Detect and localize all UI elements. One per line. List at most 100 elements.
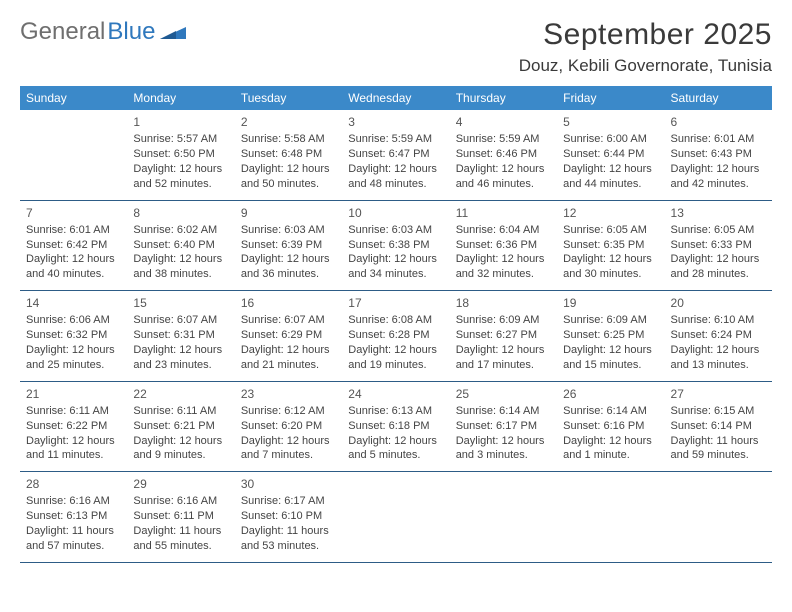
weekday-header: Tuesday <box>235 86 342 110</box>
day-sunset: Sunset: 6:22 PM <box>26 419 121 434</box>
day-daylight: Daylight: 12 hours and 13 minutes. <box>671 343 766 373</box>
title-block: September 2025 Douz, Kebili Governorate,… <box>519 18 772 76</box>
day-sunset: Sunset: 6:10 PM <box>241 509 336 524</box>
day-sunset: Sunset: 6:50 PM <box>133 147 228 162</box>
day-sunrise: Sunrise: 6:16 AM <box>26 494 121 509</box>
day-daylight: Daylight: 12 hours and 7 minutes. <box>241 434 336 464</box>
day-daylight: Daylight: 12 hours and 40 minutes. <box>26 252 121 282</box>
day-sunrise: Sunrise: 6:08 AM <box>348 313 443 328</box>
day-number: 27 <box>671 386 766 402</box>
day-sunset: Sunset: 6:44 PM <box>563 147 658 162</box>
weekday-header: Wednesday <box>342 86 449 110</box>
day-cell: 22Sunrise: 6:11 AMSunset: 6:21 PMDayligh… <box>127 382 234 472</box>
day-sunset: Sunset: 6:42 PM <box>26 238 121 253</box>
day-daylight: Daylight: 12 hours and 9 minutes. <box>133 434 228 464</box>
day-cell <box>557 472 664 562</box>
day-daylight: Daylight: 12 hours and 34 minutes. <box>348 252 443 282</box>
day-sunrise: Sunrise: 6:05 AM <box>563 223 658 238</box>
day-cell: 18Sunrise: 6:09 AMSunset: 6:27 PMDayligh… <box>450 291 557 381</box>
day-sunset: Sunset: 6:35 PM <box>563 238 658 253</box>
day-number: 9 <box>241 205 336 221</box>
weekday-header: Saturday <box>665 86 772 110</box>
day-number: 5 <box>563 114 658 130</box>
day-daylight: Daylight: 12 hours and 38 minutes. <box>133 252 228 282</box>
weekday-header: Friday <box>557 86 664 110</box>
day-sunset: Sunset: 6:11 PM <box>133 509 228 524</box>
week-row: 7Sunrise: 6:01 AMSunset: 6:42 PMDaylight… <box>20 201 772 292</box>
day-sunrise: Sunrise: 5:57 AM <box>133 132 228 147</box>
day-cell: 9Sunrise: 6:03 AMSunset: 6:39 PMDaylight… <box>235 201 342 291</box>
day-cell: 2Sunrise: 5:58 AMSunset: 6:48 PMDaylight… <box>235 110 342 200</box>
day-sunrise: Sunrise: 6:12 AM <box>241 404 336 419</box>
week-row: 1Sunrise: 5:57 AMSunset: 6:50 PMDaylight… <box>20 110 772 201</box>
day-sunrise: Sunrise: 6:07 AM <box>133 313 228 328</box>
day-number: 16 <box>241 295 336 311</box>
day-sunrise: Sunrise: 6:03 AM <box>241 223 336 238</box>
day-number: 4 <box>456 114 551 130</box>
day-daylight: Daylight: 12 hours and 17 minutes. <box>456 343 551 373</box>
day-number: 12 <box>563 205 658 221</box>
day-cell: 24Sunrise: 6:13 AMSunset: 6:18 PMDayligh… <box>342 382 449 472</box>
logo: GeneralBlue <box>20 18 186 46</box>
day-cell <box>450 472 557 562</box>
day-number: 20 <box>671 295 766 311</box>
day-sunrise: Sunrise: 6:04 AM <box>456 223 551 238</box>
day-sunset: Sunset: 6:47 PM <box>348 147 443 162</box>
day-number: 17 <box>348 295 443 311</box>
day-sunset: Sunset: 6:16 PM <box>563 419 658 434</box>
day-sunrise: Sunrise: 6:14 AM <box>456 404 551 419</box>
day-sunrise: Sunrise: 6:00 AM <box>563 132 658 147</box>
day-cell <box>342 472 449 562</box>
day-cell: 10Sunrise: 6:03 AMSunset: 6:38 PMDayligh… <box>342 201 449 291</box>
day-cell: 16Sunrise: 6:07 AMSunset: 6:29 PMDayligh… <box>235 291 342 381</box>
day-cell: 29Sunrise: 6:16 AMSunset: 6:11 PMDayligh… <box>127 472 234 562</box>
day-sunset: Sunset: 6:31 PM <box>133 328 228 343</box>
day-number: 23 <box>241 386 336 402</box>
day-sunset: Sunset: 6:33 PM <box>671 238 766 253</box>
day-number: 25 <box>456 386 551 402</box>
day-number: 3 <box>348 114 443 130</box>
day-sunrise: Sunrise: 6:14 AM <box>563 404 658 419</box>
day-daylight: Daylight: 12 hours and 15 minutes. <box>563 343 658 373</box>
day-number: 28 <box>26 476 121 492</box>
day-number: 15 <box>133 295 228 311</box>
day-sunset: Sunset: 6:18 PM <box>348 419 443 434</box>
day-cell: 14Sunrise: 6:06 AMSunset: 6:32 PMDayligh… <box>20 291 127 381</box>
day-number: 30 <box>241 476 336 492</box>
day-sunrise: Sunrise: 6:11 AM <box>26 404 121 419</box>
day-cell: 12Sunrise: 6:05 AMSunset: 6:35 PMDayligh… <box>557 201 664 291</box>
day-sunset: Sunset: 6:14 PM <box>671 419 766 434</box>
day-cell: 20Sunrise: 6:10 AMSunset: 6:24 PMDayligh… <box>665 291 772 381</box>
calendar: Sunday Monday Tuesday Wednesday Thursday… <box>20 86 772 563</box>
day-sunrise: Sunrise: 5:59 AM <box>456 132 551 147</box>
day-sunset: Sunset: 6:21 PM <box>133 419 228 434</box>
day-cell: 17Sunrise: 6:08 AMSunset: 6:28 PMDayligh… <box>342 291 449 381</box>
day-cell: 13Sunrise: 6:05 AMSunset: 6:33 PMDayligh… <box>665 201 772 291</box>
day-sunrise: Sunrise: 6:15 AM <box>671 404 766 419</box>
day-number: 24 <box>348 386 443 402</box>
day-sunrise: Sunrise: 6:03 AM <box>348 223 443 238</box>
day-cell <box>665 472 772 562</box>
day-sunrise: Sunrise: 6:17 AM <box>241 494 336 509</box>
weekday-header: Monday <box>127 86 234 110</box>
day-cell: 5 Sunrise: 6:00 AMSunset: 6:44 PMDaylight… <box>557 110 664 200</box>
weekday-header-row: Sunday Monday Tuesday Wednesday Thursday… <box>20 86 772 110</box>
day-sunset: Sunset: 6:36 PM <box>456 238 551 253</box>
day-cell: 28Sunrise: 6:16 AMSunset: 6:13 PMDayligh… <box>20 472 127 562</box>
day-cell: 6Sunrise: 6:01 AMSunset: 6:43 PMDaylight… <box>665 110 772 200</box>
day-sunrise: Sunrise: 6:09 AM <box>456 313 551 328</box>
logo-flag-icon <box>157 18 186 46</box>
day-number: 13 <box>671 205 766 221</box>
day-daylight: Daylight: 11 hours and 53 minutes. <box>241 524 336 554</box>
day-daylight: Daylight: 12 hours and 44 minutes. <box>563 162 658 192</box>
page-title: September 2025 <box>519 18 772 52</box>
week-row: 28 Sunrise: 6:16 AMSunset: 6:13 PM Dayligh… <box>20 472 772 563</box>
day-number: 18 <box>456 295 551 311</box>
day-sunset: Sunset: 6:13 PM <box>26 509 121 524</box>
day-daylight: Daylight: 11 hours and 55 minutes. <box>133 524 228 554</box>
logo-text-blue: Blue <box>107 18 155 46</box>
day-cell: 27Sunrise: 6:15 AMSunset: 6:14 PMDayligh… <box>665 382 772 472</box>
day-sunset: Sunset: 6:40 PM <box>133 238 228 253</box>
logo-text-general: General <box>20 18 105 46</box>
day-sunrise: Sunrise: 6:13 AM <box>348 404 443 419</box>
